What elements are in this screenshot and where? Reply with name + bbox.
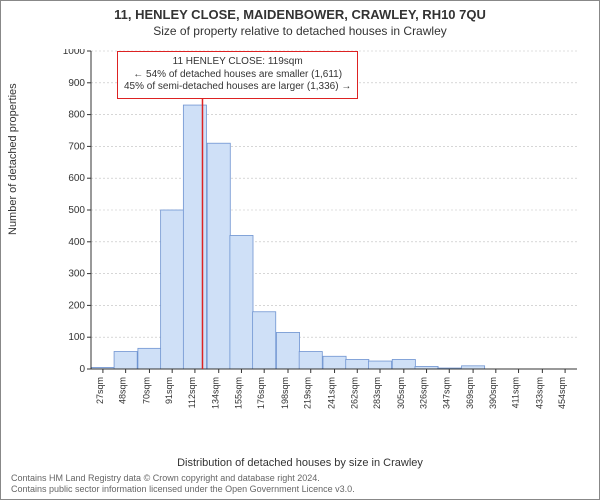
histogram-bar — [299, 352, 322, 369]
histogram-bar — [230, 235, 253, 369]
svg-text:200: 200 — [68, 300, 85, 311]
x-tick-label: 70sqm — [141, 377, 151, 404]
x-tick-label: 91sqm — [164, 377, 174, 404]
x-tick-label: 262sqm — [349, 377, 359, 409]
chart-title: 11, HENLEY CLOSE, MAIDENBOWER, CRAWLEY, … — [1, 7, 599, 22]
x-tick-label: 48sqm — [118, 377, 128, 404]
x-tick-label: 155sqm — [233, 377, 243, 409]
histogram-bar — [253, 312, 276, 369]
svg-text:100: 100 — [68, 332, 85, 343]
x-tick-label: 433sqm — [534, 377, 544, 409]
histogram-bar — [161, 210, 184, 369]
histogram-bar — [138, 348, 161, 369]
histogram-bar — [346, 359, 369, 369]
annotation-line: 45% of semi-detached houses are larger (… — [124, 81, 351, 94]
histogram-bar — [207, 143, 230, 369]
y-axis-label: Number of detached properties — [7, 83, 19, 235]
svg-text:300: 300 — [68, 269, 85, 280]
x-tick-label: 283sqm — [372, 377, 382, 409]
histogram-bar — [276, 332, 299, 369]
svg-text:400: 400 — [68, 237, 85, 248]
svg-text:900: 900 — [68, 78, 85, 89]
svg-text:700: 700 — [68, 141, 85, 152]
x-tick-label: 411sqm — [511, 377, 521, 408]
histogram-bar — [114, 352, 137, 369]
x-tick-label: 347sqm — [441, 377, 451, 409]
x-tick-label: 241sqm — [327, 377, 337, 409]
svg-text:800: 800 — [68, 110, 85, 121]
chart-plot-area: 0 100 200 300 400 500 600 700 800 900 1000 27sqm 48s… — [57, 49, 583, 421]
x-tick-label: 219sqm — [303, 377, 313, 409]
x-tick-label: 390sqm — [488, 377, 498, 409]
x-tick-label: 176sqm — [256, 377, 266, 409]
x-tick-label: 198sqm — [280, 377, 290, 409]
chart-container: 11, HENLEY CLOSE, MAIDENBOWER, CRAWLEY, … — [0, 0, 600, 500]
histogram-bar — [368, 361, 391, 369]
svg-text:0: 0 — [79, 364, 85, 375]
annotation-line: ← 54% of detached houses are smaller (1,… — [124, 69, 351, 82]
x-tick-label: 369sqm — [465, 377, 475, 409]
x-axis-label: Distribution of detached houses by size … — [1, 457, 599, 469]
x-tick-label: 112sqm — [187, 377, 197, 408]
footer-line-1: Contains HM Land Registry data © Crown c… — [11, 473, 355, 484]
x-tick-label: 27sqm — [95, 377, 105, 404]
x-tick-label: 305sqm — [396, 377, 406, 409]
svg-text:500: 500 — [68, 205, 85, 216]
histogram-bar — [323, 356, 346, 369]
marker-annotation: 11 HENLEY CLOSE: 119sqm← 54% of detached… — [117, 51, 358, 99]
histogram-bar — [392, 359, 415, 369]
x-tick-label: 326sqm — [419, 377, 429, 409]
annotation-line: 11 HENLEY CLOSE: 119sqm — [124, 56, 351, 69]
x-tick-label: 454sqm — [557, 377, 567, 409]
footer-attribution: Contains HM Land Registry data © Crown c… — [11, 473, 355, 495]
svg-text:1000: 1000 — [63, 49, 86, 57]
histogram-svg: 0 100 200 300 400 500 600 700 800 900 1000 27sqm 48s… — [57, 49, 583, 421]
x-tick-label: 134sqm — [211, 377, 221, 409]
footer-line-2: Contains public sector information licen… — [11, 484, 355, 495]
chart-subtitle: Size of property relative to detached ho… — [1, 24, 599, 38]
svg-text:600: 600 — [68, 173, 85, 184]
